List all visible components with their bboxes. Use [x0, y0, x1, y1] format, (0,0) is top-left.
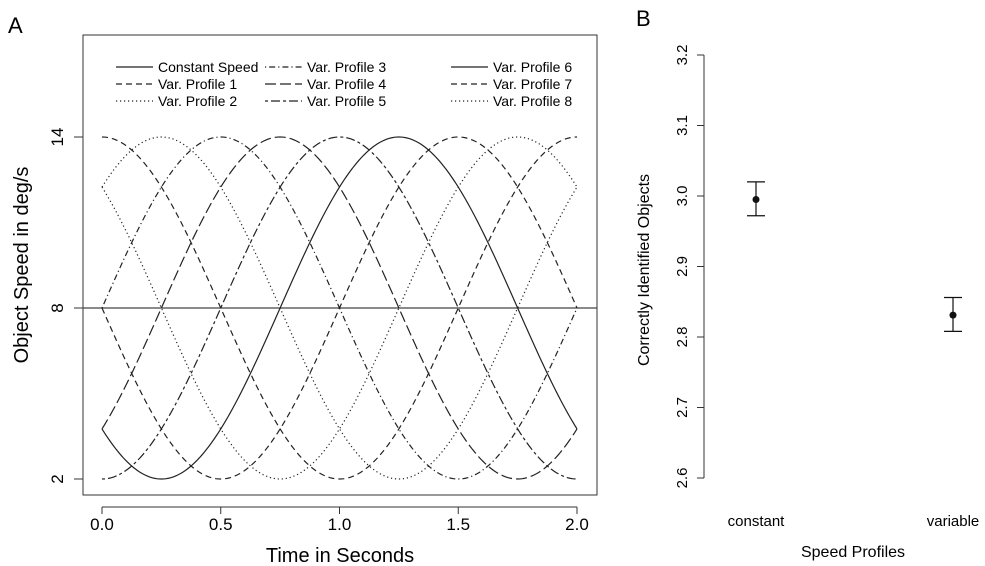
panel-a-plot — [83, 136, 597, 480]
y-tick-label: 2.7 — [674, 397, 691, 418]
y-tick-label: 3.2 — [674, 45, 691, 66]
y-tick-label: 3.0 — [674, 186, 691, 207]
x-tick-label: 1.0 — [328, 515, 352, 534]
legend-label-var-profile-6: Var. Profile 6 — [493, 59, 572, 75]
y-tick-label: 8 — [48, 303, 67, 312]
series-line-var-profile-8 — [101, 136, 578, 480]
panel-a-letter: A — [8, 13, 23, 38]
y-tick-label: 3.1 — [674, 115, 691, 136]
panel-b-x-axis-title: Speed Profiles — [801, 544, 905, 561]
legend-label-var-profile-1: Var. Profile 1 — [158, 76, 237, 92]
legend-label-var-profile-7: Var. Profile 7 — [493, 76, 572, 92]
panel-b-x-tick-labels: constant variable — [728, 513, 980, 530]
x-tick-label-constant: constant — [728, 513, 786, 530]
y-tick-label: 2.9 — [674, 256, 691, 277]
legend-label-constant-speed: Constant Speed — [158, 59, 258, 75]
series-line-var-profile-7 — [101, 136, 578, 480]
legend-label-var-profile-4: Var. Profile 4 — [307, 76, 386, 92]
panel-b-y-axis: 2.6 2.7 2.8 2.9 3.0 3.1 3.2 — [674, 45, 705, 489]
panel-a-x-axis-title: Time in Seconds — [266, 545, 414, 566]
panel-a-y-axis: 2 8 14 — [48, 128, 83, 484]
x-tick-label: 0.5 — [209, 515, 233, 534]
series-line-var-profile-1 — [101, 136, 578, 480]
legend-label-var-profile-2: Var. Profile 2 — [158, 93, 237, 109]
panel-a-y-axis-title: Object Speed in deg/s — [11, 167, 33, 364]
panel-b-letter: B — [636, 6, 651, 31]
y-tick-label: 2.6 — [674, 468, 691, 489]
legend-label-var-profile-3: Var. Profile 3 — [307, 59, 386, 75]
x-tick-label: 0.0 — [90, 515, 114, 534]
x-tick-label: 1.5 — [446, 515, 470, 534]
panel-a-x-axis: 0.0 0.5 1.0 1.5 2.0 — [90, 506, 589, 534]
x-tick-label: 2.0 — [565, 515, 589, 534]
x-tick-label-variable: variable — [927, 513, 980, 530]
series-line-var-profile-4 — [101, 136, 578, 480]
y-tick-label: 2 — [48, 474, 67, 483]
panel-b-y-axis-title: Correctly Identified Objects — [636, 174, 653, 366]
panel-b-points — [747, 181, 962, 332]
series-line-var-profile-5 — [101, 136, 578, 480]
panel-a-plot-frame — [82, 34, 598, 496]
y-tick-label: 2.8 — [674, 327, 691, 348]
y-tick-label: 14 — [48, 128, 67, 147]
series-line-var-profile-6 — [101, 136, 578, 480]
legend-label-var-profile-8: Var. Profile 8 — [493, 93, 572, 109]
data-point-constant — [752, 196, 760, 204]
legend-label-var-profile-5: Var. Profile 5 — [307, 93, 386, 109]
data-point-variable — [949, 311, 957, 319]
